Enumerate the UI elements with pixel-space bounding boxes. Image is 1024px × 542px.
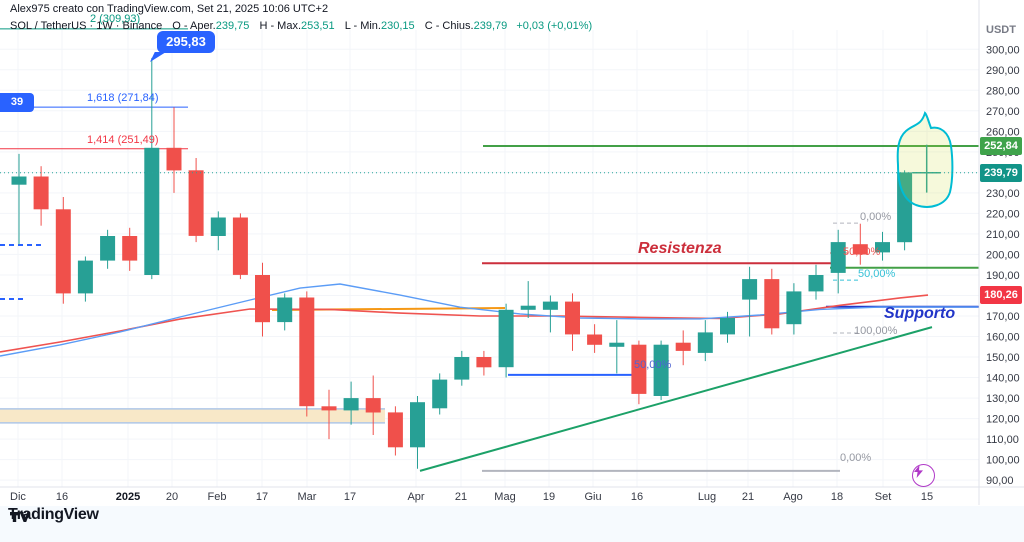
svg-text:300,00: 300,00 xyxy=(986,44,1020,56)
last-price-axis-badge: 239,79 xyxy=(980,164,1022,182)
svg-text:2025: 2025 xyxy=(116,491,140,503)
svg-text:17: 17 xyxy=(344,491,356,503)
svg-text:Mag: Mag xyxy=(494,491,515,503)
fib-50-percent-label-blue: 50,00% xyxy=(634,359,672,371)
svg-text:15: 15 xyxy=(921,491,933,503)
high-label: H - Max. xyxy=(259,20,301,32)
flash-button[interactable] xyxy=(912,464,935,487)
svg-text:150,00: 150,00 xyxy=(986,352,1020,364)
svg-text:130,00: 130,00 xyxy=(986,393,1020,405)
low-value: 230,15 xyxy=(380,20,415,32)
svg-text:Giu: Giu xyxy=(584,491,601,503)
svg-text:Dic: Dic xyxy=(10,491,26,503)
svg-text:21: 21 xyxy=(742,491,754,503)
grid xyxy=(0,30,979,487)
price-callout-tooltip[interactable]: 295,83 xyxy=(157,31,215,53)
svg-text:260,00: 260,00 xyxy=(986,126,1020,138)
fib-extension-1414-label[interactable]: 1,414 (251,49) xyxy=(87,134,159,146)
time-axis[interactable]: Dic 16 2025 20 Feb 17 Mar 17 Apr 21 Mag 19 Giu 16 Lug 2… xyxy=(10,491,933,503)
tooltip-pointer xyxy=(150,52,166,62)
support-label[interactable]: Supporto xyxy=(884,305,956,322)
svg-text:16: 16 xyxy=(56,491,68,503)
svg-text:280,00: 280,00 xyxy=(986,85,1020,97)
svg-text:Apr: Apr xyxy=(407,491,424,503)
fib-0-percent-label-bottom: 0,00% xyxy=(840,452,872,464)
symbol-ohlc-bar: SOL / TetherUS · 1W · Binance O - Aper.2… xyxy=(10,20,592,32)
close-value: 239,79 xyxy=(473,20,508,32)
low-label: L - Min. xyxy=(344,20,381,32)
tradingview-mark-icon xyxy=(10,512,30,522)
fib-50-percent-label-cyan: 50,00% xyxy=(858,268,896,280)
svg-text:160,00: 160,00 xyxy=(986,332,1020,344)
svg-text:100,00: 100,00 xyxy=(986,455,1020,467)
svg-text:90,00: 90,00 xyxy=(986,475,1014,487)
svg-text:17: 17 xyxy=(256,491,268,503)
chart-attribution: Alex975 creato con TradingView.com, Set … xyxy=(10,3,329,15)
svg-text:Ago: Ago xyxy=(783,491,803,503)
open-label: O - Aper. xyxy=(172,20,216,32)
brush-highlight[interactable] xyxy=(896,111,954,208)
svg-text:220,00: 220,00 xyxy=(986,208,1020,220)
svg-text:16: 16 xyxy=(631,491,643,503)
svg-text:20: 20 xyxy=(166,491,178,503)
symbol-title[interactable]: SOL / TetherUS · 1W · Binance xyxy=(10,20,163,32)
svg-text:Set: Set xyxy=(875,491,892,503)
fib-extension-1618-label[interactable]: 1,618 (271,84) xyxy=(87,92,159,104)
resistance-label[interactable]: Resistenza xyxy=(638,240,722,257)
svg-text:Feb: Feb xyxy=(208,491,227,503)
resistance-price-axis-badge: 252,84 xyxy=(980,137,1022,155)
close-label: C - Chius. xyxy=(424,20,474,32)
fib-extension-2-label[interactable]: 2 (309,93) xyxy=(90,13,141,25)
lightning-icon xyxy=(914,465,923,478)
svg-text:290,00: 290,00 xyxy=(986,65,1020,77)
tradingview-wordmark: TradingView xyxy=(8,506,99,523)
price-axis[interactable]: USDT300,00290,00280,00270,00260,00250,00… xyxy=(986,24,1020,487)
svg-text:190,00: 190,00 xyxy=(986,270,1020,282)
level-price-axis-badge: 180,26 xyxy=(980,286,1022,304)
svg-text:Lug: Lug xyxy=(698,491,716,503)
svg-text:270,00: 270,00 xyxy=(986,106,1020,118)
moving-averages xyxy=(0,283,978,357)
svg-text:120,00: 120,00 xyxy=(986,414,1020,426)
price-zone-band[interactable] xyxy=(0,408,385,424)
fib-50-percent-label-red: 50,00% xyxy=(843,246,881,258)
svg-text:230,00: 230,00 xyxy=(986,188,1020,200)
high-value: 253,51 xyxy=(301,20,335,32)
svg-text:21: 21 xyxy=(455,491,467,503)
svg-text:Mar: Mar xyxy=(298,491,317,503)
candles xyxy=(11,57,941,469)
svg-text:170,00: 170,00 xyxy=(986,311,1020,323)
change-value: +0,03 (+0,01%) xyxy=(516,20,593,32)
open-value: 239,75 xyxy=(215,20,250,32)
svg-text:19: 19 xyxy=(543,491,555,503)
svg-text:110,00: 110,00 xyxy=(986,434,1019,446)
fib-0-percent-label: 0,00% xyxy=(860,211,892,223)
fib-100-percent-label: 100,00% xyxy=(854,325,898,337)
tradingview-logo[interactable]: TradingView xyxy=(8,506,99,524)
left-price-badge: 39 xyxy=(0,93,34,112)
svg-text:18: 18 xyxy=(831,491,843,503)
svg-text:200,00: 200,00 xyxy=(986,249,1020,261)
svg-text:140,00: 140,00 xyxy=(986,373,1020,385)
svg-text:210,00: 210,00 xyxy=(986,229,1020,241)
svg-text:USDT: USDT xyxy=(986,24,1016,36)
